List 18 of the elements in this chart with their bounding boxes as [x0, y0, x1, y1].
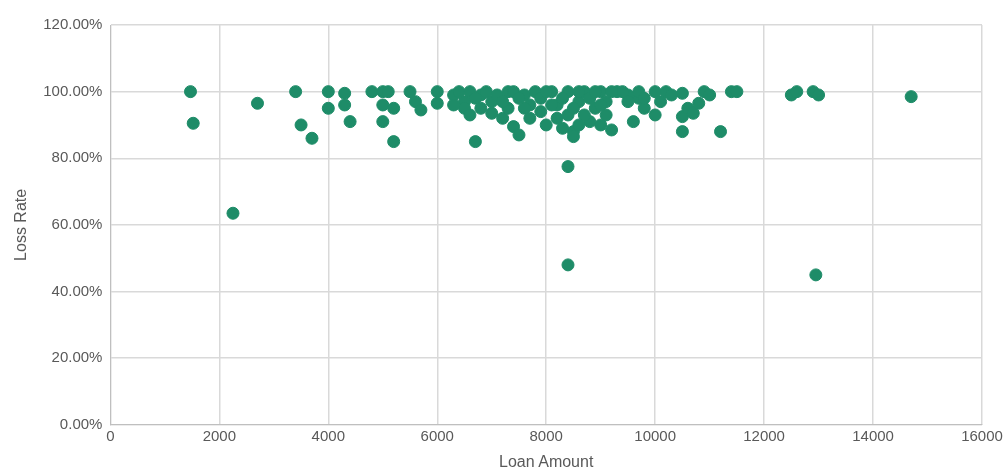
y-tick-label: 40.00% [51, 281, 103, 299]
y-axis-title: Loss Rate [12, 188, 30, 261]
x-tick-label: 2000 [202, 426, 237, 444]
y-tick-label: 60.00% [51, 215, 103, 233]
x-tick-label: 12000 [743, 426, 785, 444]
x-tick-label: 6000 [420, 426, 454, 444]
x-tick-label: 0 [106, 426, 115, 444]
x-tick-label: 8000 [529, 426, 563, 444]
y-tick-label: 120.00% [43, 15, 103, 33]
y-tick-label: 0.00% [59, 414, 103, 432]
x-tick-label: 14000 [852, 426, 894, 444]
y-tick-label: 80.00% [51, 148, 103, 166]
x-tick-label: 4000 [311, 426, 345, 444]
y-tick-label: 100.00% [43, 81, 103, 99]
x-tick-label: 16000 [961, 426, 1003, 444]
y-tick-label: 20.00% [51, 348, 103, 366]
x-tick-label: 10000 [634, 426, 677, 444]
x-axis-title: Loan Amount [499, 452, 594, 470]
